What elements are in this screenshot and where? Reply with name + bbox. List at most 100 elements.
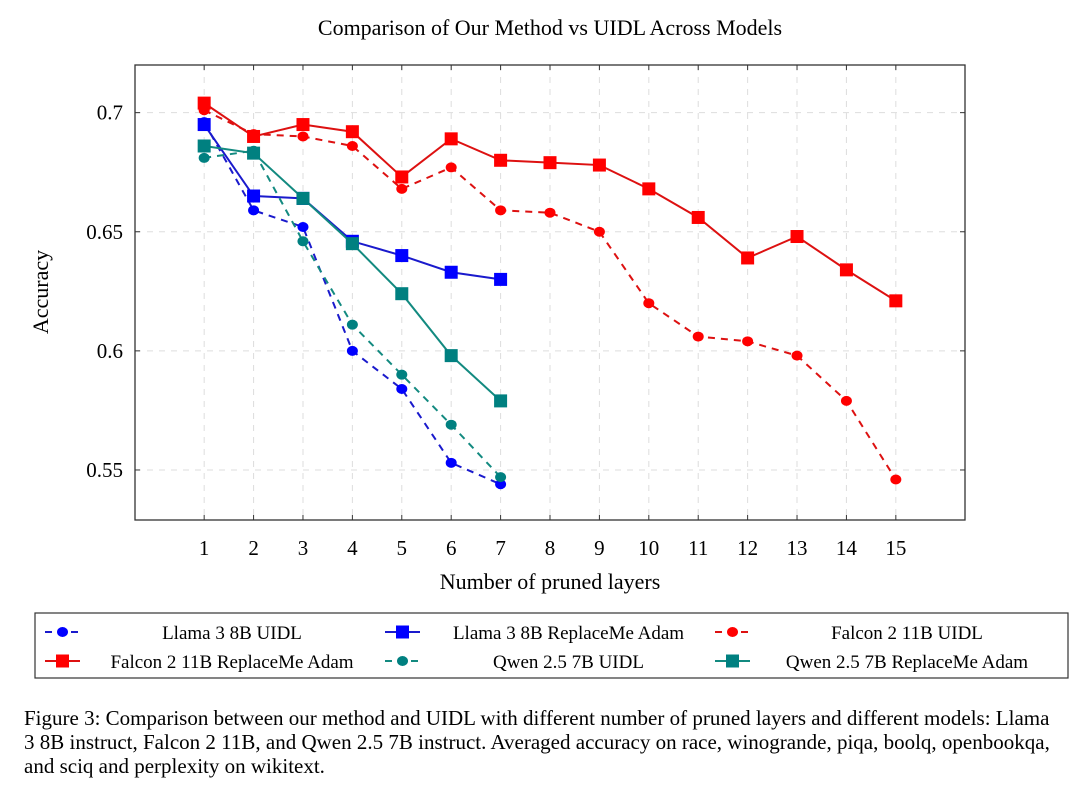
series-line (203, 109, 897, 481)
legend: Llama 3 8B UIDL Llama 3 8B ReplaceMe Adam… (45, 623, 1028, 673)
data-point (495, 205, 507, 216)
series-layer (197, 96, 903, 490)
data-point (345, 237, 359, 251)
data-point (247, 146, 261, 160)
data-point (396, 369, 408, 380)
legend-marker (397, 656, 408, 666)
x-tick-label: 15 (885, 536, 906, 560)
data-point (345, 125, 359, 139)
legend-label: Llama 3 8B ReplaceMe Adam (453, 623, 684, 644)
data-point (791, 350, 803, 361)
series-3 (197, 96, 903, 308)
data-point (445, 162, 457, 173)
y-tick-label: 0.65 (86, 220, 123, 244)
legend-entry: Qwen 2.5 7B UIDL (385, 652, 644, 673)
data-point (247, 129, 261, 143)
data-point (445, 419, 457, 430)
x-tick-label: 1 (199, 536, 210, 560)
data-point (197, 96, 211, 110)
legend-marker (726, 654, 739, 668)
data-point (741, 251, 755, 265)
legend-marker (727, 627, 738, 637)
legend-label: Qwen 2.5 7B UIDL (493, 652, 644, 673)
data-point (444, 265, 458, 279)
data-point (643, 298, 655, 309)
data-point (444, 349, 458, 363)
data-point (296, 191, 310, 205)
legend-entry: Falcon 2 11B ReplaceMe Adam (45, 652, 354, 673)
chart-title: Comparison of Our Method vs UIDL Across … (318, 15, 782, 40)
data-point (247, 189, 261, 203)
data-point (593, 226, 605, 237)
x-tick-label: 11 (688, 536, 708, 560)
x-tick-label: 9 (594, 536, 605, 560)
x-tick-label: 4 (347, 536, 358, 560)
data-point (395, 287, 409, 301)
legend-entry: Falcon 2 11B UIDL (715, 623, 983, 644)
legend-label: Falcon 2 11B UIDL (831, 623, 983, 644)
data-point (198, 152, 210, 163)
x-tick-label: 7 (495, 536, 506, 560)
data-point (495, 479, 507, 490)
x-tick-label: 12 (737, 536, 758, 560)
data-point (444, 132, 458, 146)
x-tick-label: 13 (787, 536, 808, 560)
data-point (297, 236, 309, 247)
data-point (396, 383, 408, 394)
data-point (395, 249, 409, 263)
data-point (494, 394, 508, 408)
legend-marker (56, 654, 69, 668)
legend-entry: Llama 3 8B UIDL (45, 623, 302, 644)
x-axis-label: Number of pruned layers (440, 569, 661, 594)
data-point (889, 294, 903, 308)
data-point (742, 336, 754, 347)
data-point (494, 272, 508, 286)
y-tick-label: 0.7 (97, 101, 123, 125)
data-point (790, 230, 804, 244)
data-point (839, 263, 853, 277)
legend-marker (396, 625, 409, 639)
accuracy-line-chart: Comparison of Our Method vs UIDL Across … (28, 15, 1069, 679)
data-point (692, 331, 704, 342)
legend-box (34, 612, 1069, 679)
data-point (396, 183, 408, 194)
data-point (297, 221, 309, 232)
x-tick-label: 5 (397, 536, 408, 560)
data-point (544, 207, 556, 218)
data-point (197, 139, 211, 153)
data-point (592, 158, 606, 172)
data-point (890, 474, 902, 485)
series-5 (197, 139, 508, 408)
legend-label: Falcon 2 11B ReplaceMe Adam (110, 652, 353, 673)
x-tick-label: 10 (638, 536, 659, 560)
data-point (642, 182, 656, 196)
data-point (346, 345, 358, 356)
legend-marker (57, 627, 68, 637)
x-tick-label: 2 (248, 536, 259, 560)
x-tick-label: 3 (298, 536, 309, 560)
y-axis-label: Accuracy (28, 250, 53, 334)
data-point (346, 319, 358, 330)
data-point (691, 210, 705, 224)
legend-entry: Qwen 2.5 7B ReplaceMe Adam (715, 652, 1028, 673)
legend-label: Llama 3 8B UIDL (162, 623, 302, 644)
data-point (395, 170, 409, 184)
ticks: 1 2 3 4 5 6 7 8 9 10 11 12 13 14 150.550.60.650.7 (86, 65, 965, 560)
data-point (297, 131, 309, 142)
data-point (346, 140, 358, 151)
legend-entry: Llama 3 8B ReplaceMe Adam (385, 623, 684, 644)
x-tick-label: 8 (545, 536, 556, 560)
figure-caption: Figure 3: Comparison between our method … (24, 706, 1050, 778)
x-tick-label: 14 (836, 536, 858, 560)
y-tick-label: 0.6 (97, 339, 123, 363)
data-point (445, 457, 457, 468)
data-point (248, 205, 260, 216)
data-point (840, 395, 852, 406)
data-point (495, 472, 507, 483)
data-point (296, 118, 310, 132)
legend-label: Qwen 2.5 7B ReplaceMe Adam (786, 652, 1028, 673)
series-0 (198, 117, 507, 490)
y-tick-label: 0.55 (86, 458, 123, 482)
data-point (494, 153, 508, 167)
data-point (197, 118, 211, 132)
